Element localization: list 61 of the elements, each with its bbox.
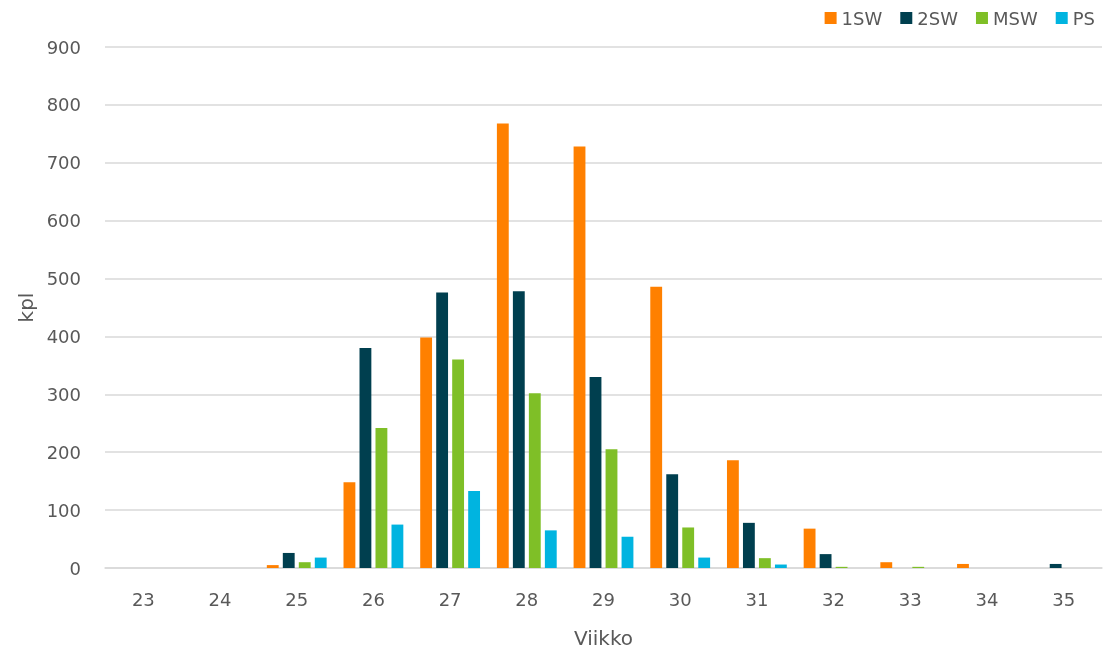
bar bbox=[957, 563, 969, 568]
bar bbox=[282, 552, 295, 568]
bar bbox=[436, 292, 449, 568]
bar bbox=[512, 291, 525, 568]
bar bbox=[880, 562, 893, 568]
bar bbox=[343, 482, 356, 568]
x-tick-label: 24 bbox=[208, 588, 232, 610]
bar bbox=[605, 449, 618, 568]
bar bbox=[528, 393, 541, 568]
x-tick-label: 30 bbox=[668, 588, 692, 610]
y-tick-label: 600 bbox=[46, 210, 81, 232]
y-tick-label: 200 bbox=[46, 441, 81, 463]
bar bbox=[803, 528, 816, 568]
y-tick-label: 800 bbox=[46, 94, 81, 116]
bar bbox=[650, 286, 663, 568]
bar bbox=[314, 557, 327, 568]
x-tick-label: 32 bbox=[822, 588, 846, 610]
y-tick-label: 100 bbox=[46, 499, 81, 521]
y-axis-title: kpl bbox=[13, 292, 38, 323]
bar bbox=[742, 522, 755, 568]
x-tick-label: 23 bbox=[131, 588, 155, 610]
x-axis-title: Viikko bbox=[573, 626, 634, 650]
bar bbox=[544, 530, 557, 568]
legend-label: 1SW bbox=[841, 7, 883, 29]
x-tick-label: 31 bbox=[745, 588, 769, 610]
x-tick-label: 27 bbox=[438, 588, 462, 610]
bar bbox=[391, 524, 404, 568]
bar bbox=[573, 146, 586, 568]
bar bbox=[698, 557, 711, 568]
bar bbox=[1049, 563, 1062, 568]
bar bbox=[375, 427, 388, 568]
x-tick-label: 25 bbox=[285, 588, 309, 610]
y-tick-label: 0 bbox=[69, 557, 81, 579]
bar bbox=[682, 527, 695, 568]
y-tick-label: 300 bbox=[46, 383, 81, 405]
x-tick-label: 26 bbox=[361, 588, 385, 610]
bar bbox=[666, 474, 679, 568]
y-tick-label: 700 bbox=[46, 152, 81, 174]
bar bbox=[266, 565, 279, 568]
bar bbox=[726, 460, 739, 568]
bar bbox=[298, 562, 311, 568]
x-tick-label: 28 bbox=[515, 588, 539, 610]
legend-label: 2SW bbox=[917, 7, 959, 29]
y-tick-label: 500 bbox=[46, 268, 81, 290]
legend-label: MSW bbox=[992, 7, 1038, 29]
x-tick-label: 34 bbox=[975, 588, 999, 610]
x-tick-label: 35 bbox=[1052, 588, 1076, 610]
bar bbox=[819, 554, 832, 568]
x-tick-label: 33 bbox=[898, 588, 922, 610]
bar bbox=[468, 491, 481, 568]
bar bbox=[359, 348, 372, 568]
bar bbox=[621, 536, 634, 568]
x-tick-label: 29 bbox=[592, 588, 615, 610]
bar bbox=[496, 123, 509, 568]
bar bbox=[758, 558, 771, 568]
bar bbox=[452, 359, 465, 568]
y-tick-label: 400 bbox=[46, 325, 81, 347]
bar bbox=[589, 376, 602, 568]
y-tick-label: 900 bbox=[46, 36, 81, 58]
legend-label: PS bbox=[1072, 7, 1095, 29]
bar bbox=[420, 337, 433, 568]
